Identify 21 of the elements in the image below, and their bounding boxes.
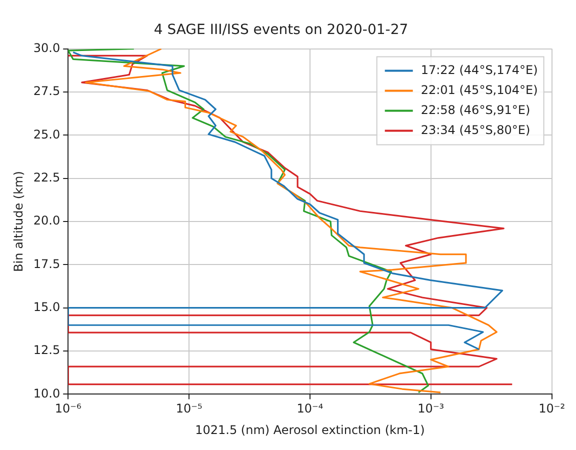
y-tick-label: 10.0 (33, 386, 60, 400)
x-tick-label: 10⁻³ (418, 402, 444, 416)
x-tick-label: 10⁻⁶ (54, 402, 82, 416)
y-tick-label: 17.5 (33, 256, 60, 271)
y-tick-label: 25.0 (33, 127, 60, 142)
y-tick-label: 20.0 (33, 214, 60, 228)
y-tick-label: 30.0 (33, 40, 60, 55)
y-axis-title: Bin altitude (km) (11, 171, 26, 272)
x-tick-label: 10⁻⁴ (296, 402, 324, 416)
x-tick-label: 10⁻⁵ (176, 402, 202, 416)
legend-label: 23:34 (45°S,80°E) (420, 122, 530, 137)
y-tick-label: 27.5 (33, 84, 60, 98)
y-tick-label: 12.5 (33, 343, 60, 358)
legend-label: 22:58 (46°S,91°E) (420, 102, 530, 117)
x-tick-label: 10⁻² (538, 402, 566, 416)
x-axis-title: 1021.5 (nm) Aerosol extinction (km-1) (195, 422, 425, 437)
chart-title: 4 SAGE III/ISS events on 2020-01-27 (154, 22, 408, 38)
legend-label: 17:22 (44°S,174°E) (420, 62, 538, 77)
legend-label: 22:01 (45°S,104°E) (420, 82, 538, 97)
y-tick-label: 15.0 (33, 300, 60, 314)
y-tick-label: 22.5 (33, 170, 60, 184)
